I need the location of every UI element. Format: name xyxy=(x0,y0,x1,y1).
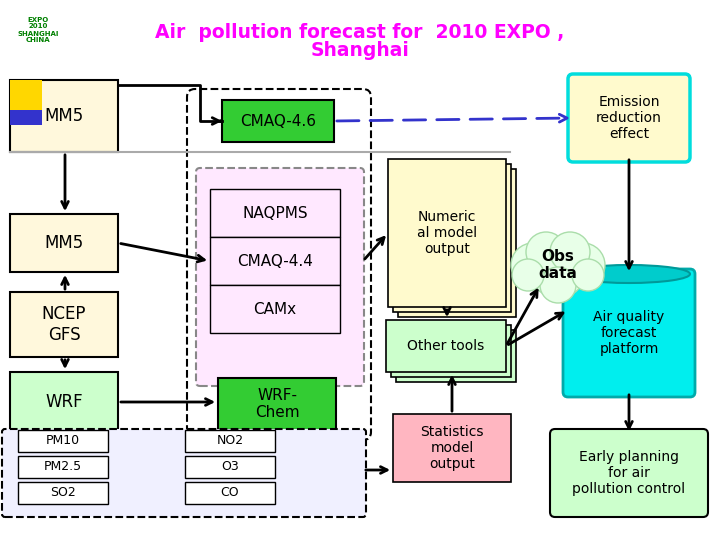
Bar xyxy=(388,159,506,307)
Bar xyxy=(210,237,340,285)
Text: PM10: PM10 xyxy=(46,435,80,448)
Bar xyxy=(398,169,516,317)
Bar xyxy=(210,285,340,333)
Text: Shanghai: Shanghai xyxy=(310,40,410,59)
Bar xyxy=(393,414,511,482)
Text: Statistics
model
output: Statistics model output xyxy=(420,425,484,471)
Bar xyxy=(10,80,118,152)
Circle shape xyxy=(512,259,544,291)
Circle shape xyxy=(526,232,566,272)
Circle shape xyxy=(511,243,555,287)
Text: MM5: MM5 xyxy=(45,234,84,252)
Bar xyxy=(185,456,275,478)
Circle shape xyxy=(561,243,605,287)
Bar xyxy=(391,325,511,377)
Bar xyxy=(386,320,506,372)
Text: SO2: SO2 xyxy=(50,487,76,500)
Bar xyxy=(18,430,108,452)
Text: Air quality
forecast
platform: Air quality forecast platform xyxy=(593,310,665,356)
Text: NCEP
GFS: NCEP GFS xyxy=(42,305,86,344)
Circle shape xyxy=(530,242,586,298)
Bar xyxy=(185,482,275,504)
Text: Other tools: Other tools xyxy=(408,339,485,353)
Bar xyxy=(10,214,118,272)
Bar xyxy=(10,80,42,110)
Text: Air  pollution forecast for  2010 EXPO ,: Air pollution forecast for 2010 EXPO , xyxy=(156,23,564,42)
Text: PM2.5: PM2.5 xyxy=(44,461,82,474)
Circle shape xyxy=(550,232,590,272)
FancyBboxPatch shape xyxy=(550,429,708,517)
Bar xyxy=(10,372,118,432)
Bar xyxy=(18,482,108,504)
Bar xyxy=(18,456,108,478)
Text: MM5: MM5 xyxy=(45,107,84,125)
Text: Obs
data: Obs data xyxy=(539,249,577,281)
Ellipse shape xyxy=(568,265,690,283)
Text: WRF: WRF xyxy=(45,393,83,411)
Circle shape xyxy=(572,259,604,291)
Bar xyxy=(10,110,42,125)
Text: Emission
reduction
effect: Emission reduction effect xyxy=(596,95,662,141)
Bar xyxy=(222,100,334,142)
Bar xyxy=(10,292,118,357)
Text: Early planning
for air
pollution control: Early planning for air pollution control xyxy=(572,450,685,496)
Text: EXPO
2010
SHANGHAI
CHINA: EXPO 2010 SHANGHAI CHINA xyxy=(17,17,59,44)
Text: NAQPMS: NAQPMS xyxy=(242,206,308,220)
Text: NO2: NO2 xyxy=(217,435,243,448)
Text: WRF-
Chem: WRF- Chem xyxy=(255,388,300,420)
Text: Numeric
al model
output: Numeric al model output xyxy=(417,210,477,256)
Bar xyxy=(210,189,340,237)
Bar xyxy=(185,430,275,452)
Text: CAMx: CAMx xyxy=(253,301,297,316)
Text: CMAQ-4.4: CMAQ-4.4 xyxy=(237,253,313,268)
Circle shape xyxy=(540,267,576,303)
Bar xyxy=(218,378,336,430)
Text: O3: O3 xyxy=(221,461,239,474)
FancyBboxPatch shape xyxy=(568,74,690,162)
Bar xyxy=(393,164,511,312)
FancyBboxPatch shape xyxy=(563,269,695,397)
FancyBboxPatch shape xyxy=(2,429,366,517)
Bar xyxy=(396,330,516,382)
Text: CO: CO xyxy=(221,487,239,500)
FancyBboxPatch shape xyxy=(196,168,364,386)
Text: CMAQ-4.6: CMAQ-4.6 xyxy=(240,113,316,129)
